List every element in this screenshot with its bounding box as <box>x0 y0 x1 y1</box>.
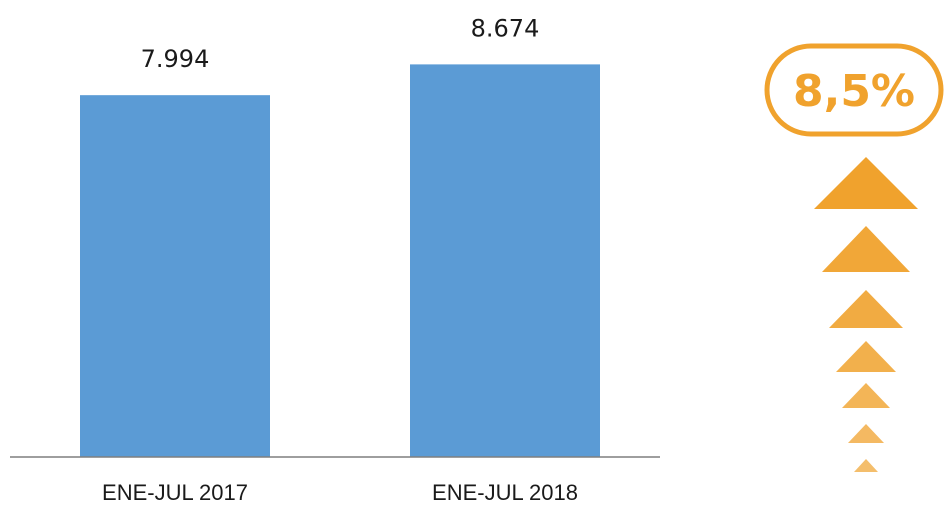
value-label-2: 8.674 <box>471 14 540 42</box>
bar-1 <box>80 95 270 457</box>
up-triangle-7 <box>854 459 878 472</box>
growth-percent: 8,5% <box>793 66 915 117</box>
up-arrows-icon <box>814 157 918 472</box>
up-triangle-1 <box>814 157 918 209</box>
category-label-2: ENE-JUL 2018 <box>432 480 578 505</box>
bar-2 <box>410 64 600 458</box>
up-triangle-5 <box>842 383 890 408</box>
value-label-1: 7.994 <box>141 45 210 73</box>
badge-outline <box>764 43 944 137</box>
up-triangle-3 <box>829 290 903 328</box>
category-label-1: ENE-JUL 2017 <box>102 480 248 505</box>
up-triangle-4 <box>836 341 896 372</box>
bars-group <box>80 64 600 458</box>
up-triangle-6 <box>848 424 884 443</box>
up-triangle-2 <box>822 226 910 272</box>
growth-badge: 8,5% <box>764 43 944 137</box>
category-labels-group: ENE-JUL 2017 ENE-JUL 2018 <box>102 480 578 505</box>
value-labels-group: 7.994 8.674 <box>141 14 540 73</box>
